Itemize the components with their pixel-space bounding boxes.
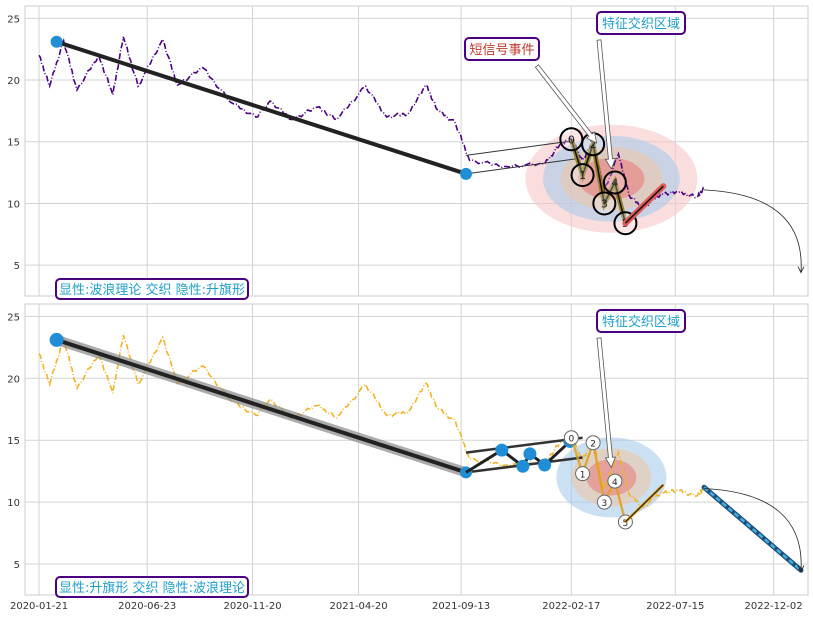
wave-point bbox=[585, 435, 601, 451]
y-tick-label: 10 bbox=[7, 199, 20, 210]
channel-line bbox=[465, 140, 575, 156]
trend-line bbox=[54, 39, 469, 176]
wave-point-label: 5 bbox=[623, 519, 629, 529]
wave-extension-core bbox=[625, 484, 664, 523]
annotation-text: 特征交织区域 bbox=[602, 314, 680, 330]
channel-line bbox=[465, 158, 575, 175]
wave-point bbox=[596, 494, 612, 510]
flag-point bbox=[538, 458, 552, 472]
wave-point bbox=[575, 466, 591, 482]
wave-point-label: 0 bbox=[568, 435, 574, 445]
wave-point bbox=[592, 191, 617, 216]
wave-point-label: 0 bbox=[568, 133, 575, 146]
x-tick-label: 2021-09-13 bbox=[432, 601, 490, 612]
annotation-text: 显性:升旗形 交织 隐性:波浪理论 bbox=[59, 580, 245, 596]
forecast-arrowhead bbox=[797, 266, 805, 274]
wave-point-label: 4 bbox=[612, 478, 618, 488]
y-tick-label: 15 bbox=[7, 436, 20, 447]
forecast-arrowhead bbox=[797, 565, 805, 573]
channel-line bbox=[465, 436, 583, 454]
plot-area bbox=[24, 5, 809, 297]
y-tick-label: 20 bbox=[7, 374, 20, 385]
x-tick-label: 2022-07-15 bbox=[646, 601, 704, 612]
wave-point-label: 1 bbox=[580, 471, 586, 481]
annotation-text: 显性:波浪理论 交织 隐性:升旗形 bbox=[59, 282, 245, 298]
wave-point bbox=[570, 163, 595, 188]
wave-point-label: 4 bbox=[611, 176, 618, 189]
wave-point-label: 1 bbox=[579, 169, 586, 182]
wave-point bbox=[607, 473, 623, 489]
wave-point-label: 3 bbox=[601, 499, 607, 509]
y-tick-label: 25 bbox=[7, 312, 20, 323]
wave-point-label: 2 bbox=[590, 440, 596, 450]
y-tick-label: 20 bbox=[7, 76, 20, 87]
flag-point bbox=[523, 447, 537, 461]
trend-line bbox=[54, 337, 469, 475]
wave-point-label: 2 bbox=[590, 138, 597, 151]
trend-start-point bbox=[50, 35, 63, 48]
annotation-text: 短信号事件 bbox=[469, 43, 534, 58]
trend-start-point bbox=[49, 332, 64, 347]
y-tick-label: 10 bbox=[7, 498, 20, 509]
annotation-box bbox=[464, 37, 540, 61]
x-tick-label: 2022-12-02 bbox=[745, 601, 803, 612]
x-tick-label: 2020-01-21 bbox=[10, 601, 68, 612]
annotation-box bbox=[55, 576, 249, 598]
plot-area bbox=[24, 303, 809, 596]
annotation-box bbox=[596, 11, 686, 35]
wave-point bbox=[563, 430, 579, 446]
flag-point bbox=[495, 443, 509, 457]
price-line bbox=[38, 36, 705, 210]
y-tick-label: 15 bbox=[7, 138, 20, 149]
x-tick-label: 2022-02-17 bbox=[542, 601, 600, 612]
annotation-pointer bbox=[596, 39, 617, 170]
chart-panel-top: 510152025012345特征交织区域短信号事件显性:波浪理论 交织 隐性:… bbox=[7, 5, 809, 300]
forecast-arrow bbox=[704, 488, 802, 572]
annotation-box bbox=[55, 278, 249, 300]
wave-point bbox=[602, 170, 627, 195]
y-tick-label: 25 bbox=[7, 14, 20, 25]
wave-path-core bbox=[570, 139, 627, 224]
wave-point-label: 3 bbox=[601, 197, 608, 210]
breakout-segment-core bbox=[624, 185, 664, 224]
forecast-arrow bbox=[704, 189, 802, 273]
annotation-pointer bbox=[534, 64, 598, 144]
price-line bbox=[38, 334, 705, 509]
y-tick-label: 5 bbox=[14, 261, 20, 272]
annotation-box bbox=[596, 309, 686, 333]
y-tick-label: 5 bbox=[14, 560, 20, 571]
annotation-text: 特征交织区域 bbox=[602, 16, 680, 32]
x-tick-label: 2021-04-20 bbox=[330, 601, 388, 612]
x-tick-label: 2020-11-20 bbox=[223, 601, 281, 612]
forecast-line bbox=[703, 486, 802, 572]
x-tick-label: 2020-06-23 bbox=[118, 601, 176, 612]
annotation-pointer bbox=[596, 337, 617, 469]
trend-end-point bbox=[460, 167, 473, 180]
flag-point bbox=[516, 459, 530, 473]
